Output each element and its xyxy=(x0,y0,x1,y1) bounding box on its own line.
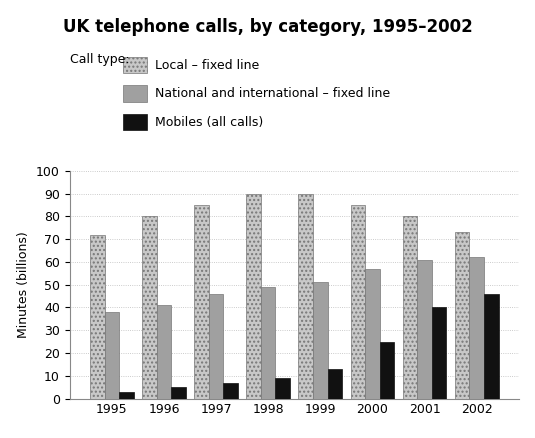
Bar xyxy=(299,194,313,399)
Bar xyxy=(209,294,224,399)
Bar xyxy=(90,235,104,399)
Bar xyxy=(313,283,327,399)
Bar xyxy=(261,287,276,399)
Bar xyxy=(104,312,119,399)
Bar xyxy=(327,369,342,399)
Bar xyxy=(171,387,186,399)
Bar xyxy=(403,216,417,399)
Y-axis label: Minutes (billions): Minutes (billions) xyxy=(18,231,30,338)
Text: UK telephone calls, by category, 1995–2002: UK telephone calls, by category, 1995–20… xyxy=(63,18,472,35)
Bar xyxy=(417,260,432,399)
Bar xyxy=(194,205,209,399)
Bar xyxy=(119,392,134,399)
Text: Mobiles (all calls): Mobiles (all calls) xyxy=(155,116,263,129)
Bar xyxy=(365,269,380,399)
Text: National and international – fixed line: National and international – fixed line xyxy=(155,87,390,100)
Text: Local – fixed line: Local – fixed line xyxy=(155,59,259,72)
Bar xyxy=(455,232,469,399)
Bar xyxy=(246,194,261,399)
Text: Call type:: Call type: xyxy=(70,53,129,66)
Bar xyxy=(224,383,238,399)
Bar xyxy=(484,294,499,399)
Bar xyxy=(469,258,484,399)
Bar xyxy=(276,378,290,399)
Bar xyxy=(432,307,446,399)
Bar xyxy=(142,216,157,399)
Bar xyxy=(380,342,394,399)
Bar xyxy=(350,205,365,399)
Bar xyxy=(157,305,171,399)
